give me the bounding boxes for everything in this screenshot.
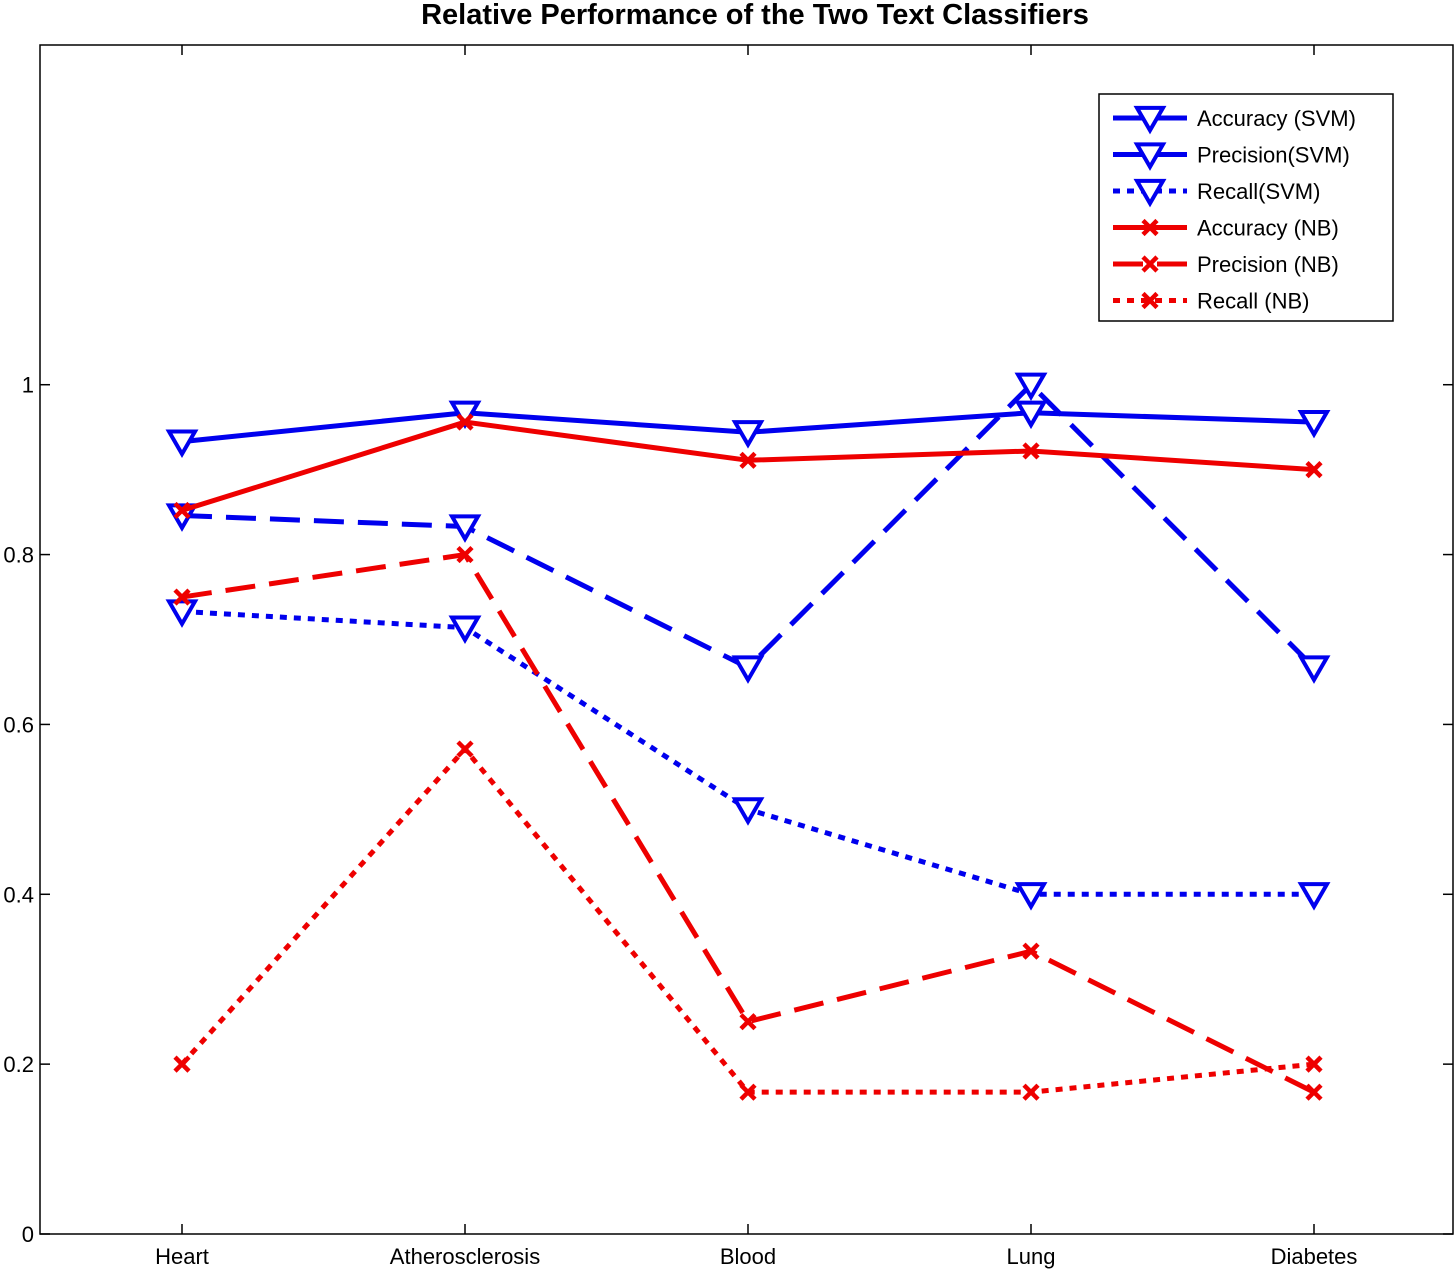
series-4 [173, 545, 1323, 1101]
legend-label: Precision (NB) [1197, 252, 1339, 277]
x-marker [173, 1055, 191, 1073]
x-tick-label: Lung [1007, 1244, 1056, 1269]
series-0 [165, 400, 1331, 458]
y-tick-label: 0.4 [3, 882, 34, 907]
x-marker [456, 413, 474, 431]
legend-entry: Recall(SVM) [1113, 178, 1320, 208]
triangle-marker [1297, 655, 1331, 684]
legend-entry: Accuracy (SVM) [1113, 105, 1356, 135]
triangle-marker [731, 420, 765, 449]
legend-label: Precision(SVM) [1197, 143, 1350, 168]
x-marker [739, 1083, 757, 1101]
triangle-marker [731, 655, 765, 684]
x-marker [1141, 255, 1159, 273]
legend-label: Accuracy (NB) [1197, 216, 1339, 241]
x-tick-label: Atherosclerosis [390, 1244, 540, 1269]
x-marker [739, 451, 757, 469]
triangle-marker [165, 599, 199, 628]
triangle-marker [1133, 142, 1167, 171]
triangle-marker [1014, 372, 1048, 402]
x-marker [173, 588, 191, 606]
legend-label: Recall (NB) [1197, 289, 1309, 314]
x-marker [1141, 218, 1159, 237]
axes: Heart Atherosclerosis Blood Lung Diabetes 0 0.… [3, 45, 1453, 1269]
x-tick-label: Blood [720, 1244, 776, 1269]
x-tick-label: Heart [155, 1244, 209, 1269]
x-marker [1022, 1083, 1040, 1101]
x-marker [1022, 942, 1040, 960]
x-marker [1141, 291, 1159, 310]
y-tick-label: 0.8 [3, 543, 34, 568]
triangle-marker [448, 514, 482, 543]
chart-title: Relative Performance of the Two Text Cla… [421, 0, 1089, 31]
triangle-marker [1297, 882, 1331, 911]
x-marker [1305, 1083, 1323, 1101]
series-layer [165, 372, 1331, 1101]
series-3 [173, 413, 1323, 519]
triangle-marker [731, 797, 765, 826]
triangle-marker [448, 400, 482, 430]
x-marker [1022, 442, 1040, 460]
series-5 [173, 740, 1323, 1101]
x-marker [1305, 1055, 1323, 1073]
legend-box [1098, 93, 1394, 322]
series-2 [165, 599, 1331, 911]
x-marker [739, 1013, 757, 1031]
y-tick-label: 0.6 [3, 712, 34, 737]
triangle-marker [1133, 178, 1167, 208]
triangle-marker [165, 429, 199, 458]
triangle-marker [1133, 105, 1167, 135]
series-line [181, 608, 1314, 897]
legend-entry: Precision(SVM) [1113, 142, 1350, 171]
series-line [181, 551, 1316, 1095]
triangle-marker [448, 615, 482, 644]
triangle-marker [1297, 409, 1331, 439]
x-tick-label: Diabetes [1271, 1244, 1358, 1269]
triangle-marker [1014, 882, 1048, 911]
legend-entry: Precision (NB) [1113, 252, 1339, 277]
series-1 [165, 372, 1331, 684]
legend-label: Accuracy (SVM) [1197, 106, 1356, 131]
triangle-marker [1014, 400, 1048, 430]
y-tick-label: 1 [22, 373, 34, 398]
x-marker [1305, 461, 1323, 479]
y-tick-label: 0 [22, 1222, 34, 1247]
x-marker [456, 740, 474, 758]
legend-label: Recall(SVM) [1197, 179, 1320, 204]
y-tick-label: 0.2 [3, 1052, 34, 1077]
legend: Accuracy (SVM) Precision(SVM) Recall(SVM) A… [1098, 93, 1394, 322]
x-marker [173, 501, 191, 519]
legend-entry: Recall (NB) [1113, 289, 1309, 314]
x-marker [456, 545, 474, 564]
legend-entry: Accuracy (NB) [1113, 216, 1339, 241]
plot-frame [39, 44, 1454, 1235]
